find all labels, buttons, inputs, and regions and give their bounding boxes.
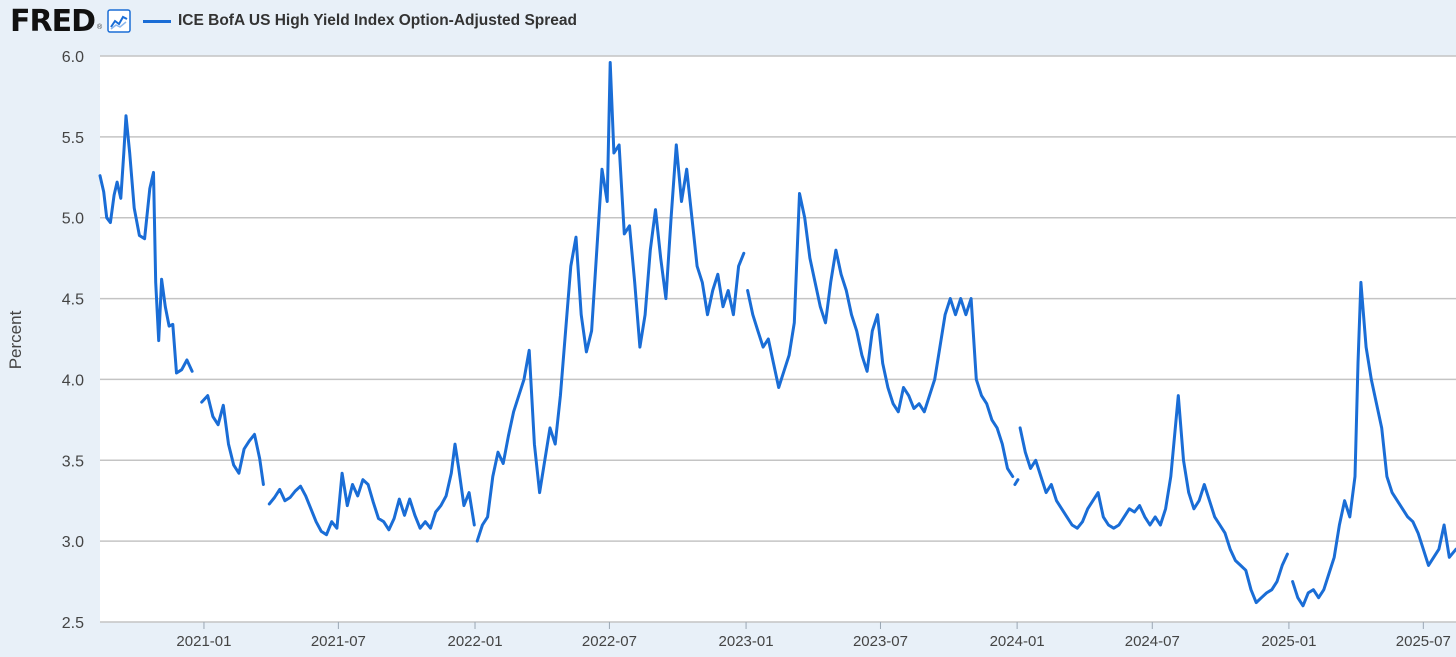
chart-header: FRED ® ICE BofA US High Yield Index Opti… [0, 0, 1456, 44]
x-tick-label: 2024-01 [990, 633, 1045, 650]
y-tick-label: 5.5 [62, 130, 84, 147]
y-tick-label: 3.5 [62, 453, 84, 470]
y-tick-label: 6.0 [62, 49, 84, 66]
y-tick-labels: 2.5 3.0 3.5 4.0 4.5 5.0 5.5 6.0 [62, 49, 84, 632]
x-tick-label: 2022-01 [447, 633, 502, 650]
x-tick-label: 2023-01 [719, 633, 774, 650]
series-line-segment[interactable] [746, 192, 1015, 478]
plot-area [100, 56, 1456, 622]
series-lines [98, 61, 1456, 608]
x-tick-label: 2021-07 [311, 633, 366, 650]
series-line-segment[interactable] [267, 442, 476, 537]
y-tick-label: 4.5 [62, 292, 84, 309]
x-tick-label: 2021-01 [176, 633, 231, 650]
registered-mark: ® [97, 24, 103, 31]
x-tick-label: 2024-07 [1125, 633, 1180, 650]
chart-line-icon[interactable] [107, 9, 131, 33]
series-line-segment[interactable] [1018, 394, 1289, 605]
x-tick-label: 2022-07 [582, 633, 637, 650]
y-tick-label: 2.5 [62, 615, 84, 632]
series-line-segment[interactable] [98, 114, 194, 375]
legend-label[interactable]: ICE BofA US High Yield Index Option-Adju… [178, 12, 578, 29]
y-tick-label: 3.0 [62, 534, 84, 551]
x-tick-labels: 2021-01 2021-07 2022-01 2022-07 2023-01 2023-… [176, 622, 1451, 650]
y-tick-label: 4.0 [62, 372, 84, 389]
x-tick-label: 2025-01 [1261, 633, 1316, 650]
fred-logo[interactable]: FRED [10, 4, 96, 39]
x-tick-label: 2023-07 [853, 633, 908, 650]
legend-swatch [143, 20, 171, 23]
series-line-segment[interactable] [1013, 478, 1020, 486]
series-line-segment[interactable] [475, 61, 746, 543]
y-tick-label: 5.0 [62, 211, 84, 228]
series-line-segment[interactable] [200, 394, 265, 486]
x-tick-label: 2025-07 [1396, 633, 1451, 650]
series-line-segment[interactable] [1291, 280, 1456, 608]
